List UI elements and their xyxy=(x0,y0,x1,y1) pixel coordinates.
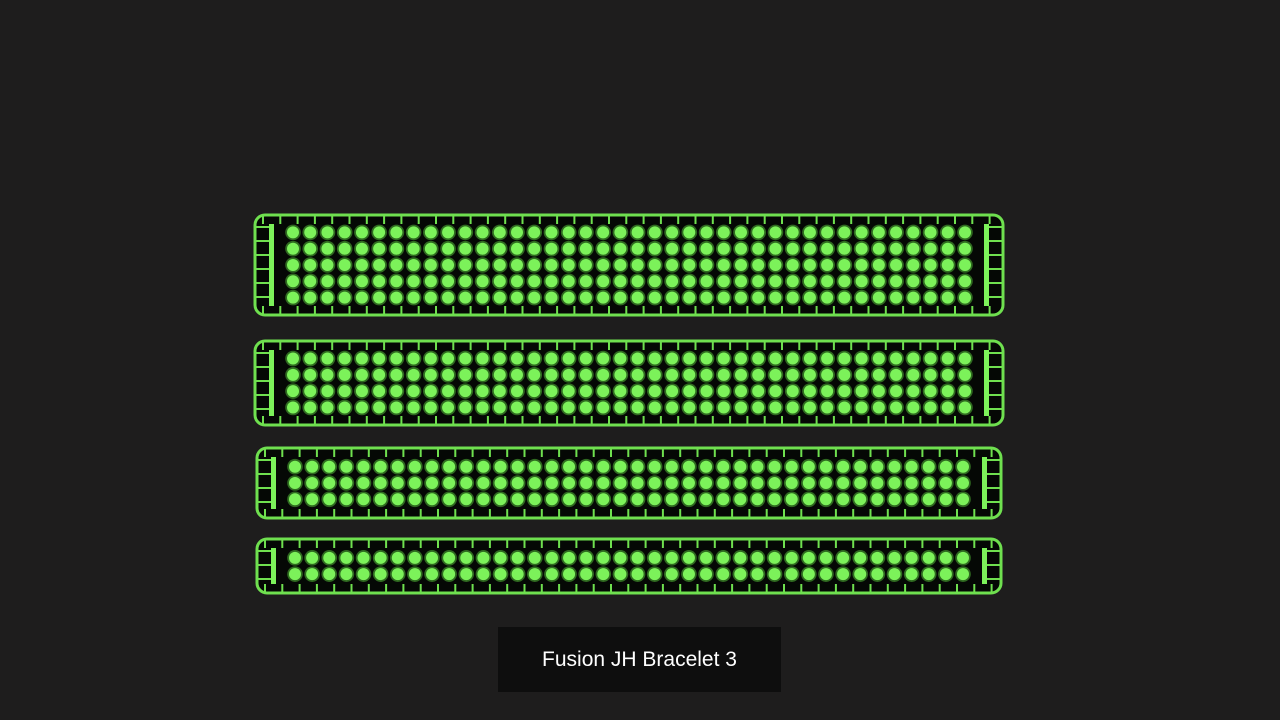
bracelet xyxy=(255,446,1003,520)
bracelet xyxy=(253,213,1005,317)
bracelet xyxy=(253,339,1005,427)
image-caption: Fusion JH Bracelet 3 xyxy=(498,627,781,692)
bracelet xyxy=(255,537,1003,595)
